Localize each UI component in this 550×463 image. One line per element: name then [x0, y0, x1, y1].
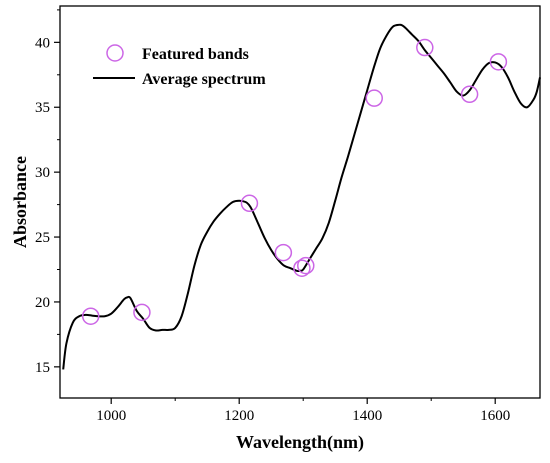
x-tick-label: 1400: [352, 408, 382, 424]
featured-band-point: [365, 89, 383, 107]
x-tick-label: 1600: [480, 408, 510, 424]
legend-label-featured-bands: Featured bands: [142, 46, 249, 63]
featured-band-point: [274, 243, 293, 262]
featured-band-point: [133, 303, 151, 322]
y-tick-label: 25: [35, 230, 50, 246]
featured-band-point: [240, 194, 259, 213]
x-tick-label: 1000: [96, 408, 126, 424]
y-axis-title: Absorbance: [10, 156, 30, 248]
legend: Featured bands Average spectrum: [93, 44, 266, 88]
featured-band-point: [460, 85, 479, 104]
axes-ticks: 1000 1200 1400 1600 15 20 25 30 35 40: [35, 9, 510, 424]
y-tick-label: 35: [35, 100, 50, 116]
plot-area: [62, 23, 541, 370]
featured-band-point: [293, 259, 311, 277]
x-axis-title: Wavelength(nm): [236, 432, 364, 453]
plot-frame: [59, 5, 541, 399]
y-tick-label: 40: [35, 35, 50, 51]
featured-band-point: [416, 38, 434, 57]
y-tick-label: 30: [35, 165, 50, 181]
y-tick-label: 15: [35, 360, 50, 376]
featured-band-point: [297, 256, 315, 275]
x-tick-label: 1200: [224, 408, 254, 424]
legend-marker-featured-bands: [106, 44, 124, 62]
legend-label-average-spectrum: Average spectrum: [142, 71, 266, 88]
featured-band-point: [81, 307, 100, 325]
y-tick-label: 20: [35, 295, 50, 311]
featured-band-point: [489, 53, 508, 71]
